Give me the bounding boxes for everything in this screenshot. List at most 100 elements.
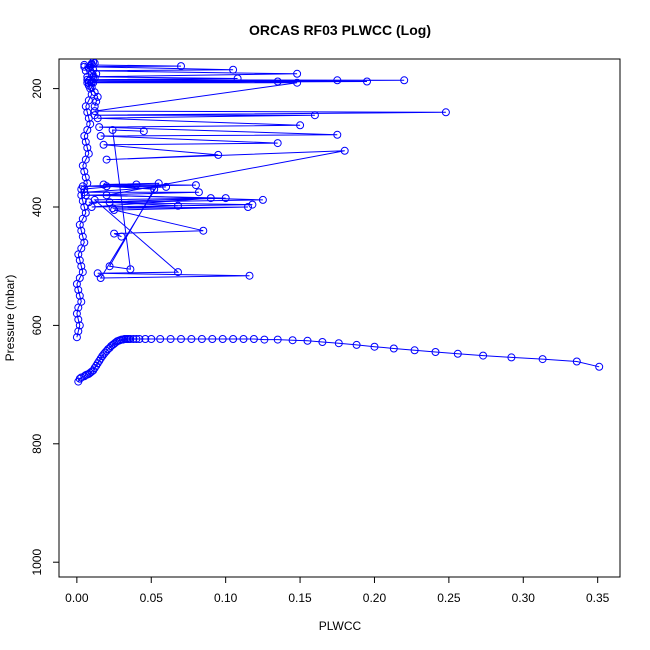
- data-point: [333, 130, 342, 139]
- x-axis-label: PLWCC: [319, 619, 362, 633]
- y-axis-label: Pressure (mbar): [3, 275, 17, 362]
- data-point: [249, 335, 258, 343]
- data-point: [310, 111, 319, 120]
- data-point: [105, 262, 114, 271]
- data-point: [370, 342, 379, 351]
- plot-frame: [58, 58, 621, 578]
- data-point: [229, 65, 238, 74]
- data-point: [90, 195, 99, 204]
- data-point: [80, 62, 89, 71]
- data-point: [194, 188, 203, 197]
- data-point: [72, 309, 81, 318]
- data-point: [221, 194, 230, 203]
- data-point: [84, 78, 93, 87]
- x-tick-label: 0.00: [65, 591, 89, 605]
- data-point: [507, 353, 516, 362]
- data-point: [83, 72, 92, 81]
- data-point: [245, 271, 254, 280]
- data-point: [248, 200, 257, 209]
- data-point: [75, 291, 84, 300]
- data-point: [102, 155, 111, 164]
- data-point: [174, 268, 182, 277]
- data-point: [74, 315, 83, 324]
- y-tick-label: 200: [30, 78, 44, 98]
- data-point: [129, 335, 138, 343]
- data-point: [78, 232, 87, 241]
- data-point: [273, 335, 282, 344]
- data-point: [296, 121, 305, 130]
- data-point: [288, 336, 297, 345]
- x-tick-label: 0.20: [363, 591, 387, 605]
- data-point: [77, 226, 86, 235]
- y-tick-label: 400: [30, 197, 44, 217]
- data-point: [150, 185, 159, 194]
- data-point: [132, 180, 141, 189]
- data-point: [177, 62, 185, 71]
- data-point: [453, 349, 462, 358]
- x-tick-label: 0.35: [586, 591, 610, 605]
- data-point: [110, 229, 119, 238]
- data-point: [96, 354, 105, 363]
- data-point: [244, 203, 252, 211]
- x-tick-label: 0.10: [214, 591, 238, 605]
- data-point: [86, 120, 95, 129]
- chart-title: ORCAS RF03 PLWCC (Log): [249, 22, 431, 38]
- data-point: [191, 181, 200, 190]
- data-point: [177, 335, 185, 343]
- data-point: [96, 274, 105, 282]
- data-point: [258, 195, 267, 204]
- data-point: [239, 335, 248, 343]
- plot-area: [72, 59, 604, 386]
- data-point: [187, 335, 196, 343]
- data-point: [352, 340, 361, 349]
- data-point: [93, 114, 102, 123]
- data-point: [75, 256, 84, 265]
- y-tick-label: 800: [30, 433, 44, 453]
- data-point: [75, 321, 84, 330]
- data-point: [87, 78, 96, 87]
- data-point: [595, 362, 604, 371]
- data-point: [77, 297, 86, 306]
- data-point: [108, 204, 117, 213]
- data-point: [81, 66, 90, 75]
- data-point: [117, 232, 126, 241]
- x-tick-label: 0.05: [140, 591, 164, 605]
- data-point: [126, 265, 135, 274]
- data-point: [132, 335, 141, 343]
- data-point: [80, 238, 89, 247]
- y-axis: 200 400 600 800 1000: [30, 78, 59, 576]
- data-point: [81, 173, 90, 182]
- series-line: [77, 338, 600, 382]
- data-point: [96, 132, 105, 140]
- data-point: [334, 339, 343, 348]
- data-point: [81, 191, 90, 200]
- data-point: [389, 344, 398, 353]
- data-point: [340, 146, 349, 155]
- data-point: [441, 108, 450, 117]
- data-point: [102, 182, 111, 191]
- data-point: [293, 69, 302, 78]
- data-point: [218, 335, 227, 343]
- data-point: [99, 140, 108, 149]
- data-point: [229, 335, 238, 343]
- data-point: [135, 335, 144, 343]
- data-point: [108, 126, 117, 134]
- y-tick-label: 1000: [30, 549, 44, 576]
- data-point: [87, 203, 96, 211]
- data-point: [93, 92, 102, 101]
- series-line: [81, 129, 253, 279]
- data-point: [126, 335, 135, 343]
- data-point: [80, 167, 89, 176]
- x-axis: 0.00 0.05 0.10 0.15 0.20 0.25 0.30 0.35: [65, 577, 610, 605]
- x-tick-label: 0.25: [437, 591, 461, 605]
- data-point: [83, 143, 92, 152]
- data-point: [90, 107, 99, 116]
- data-point: [273, 139, 282, 148]
- data-point: [83, 108, 92, 117]
- data-point: [400, 76, 409, 85]
- data-point: [333, 76, 342, 85]
- data-point: [147, 335, 156, 343]
- data-point: [81, 208, 90, 217]
- data-point: [74, 285, 83, 294]
